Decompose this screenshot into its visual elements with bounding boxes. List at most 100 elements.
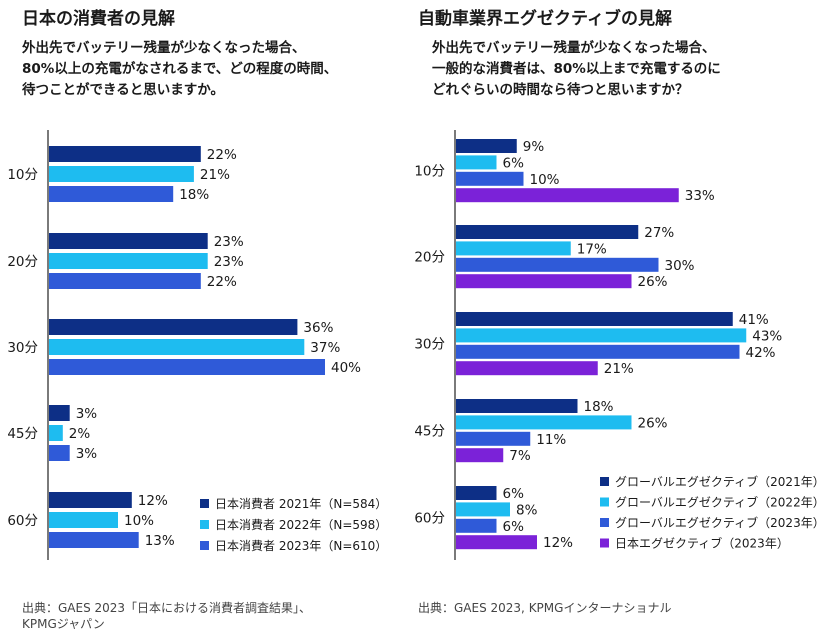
- chart2-bar: [456, 535, 537, 550]
- chart2-data-label: 7%: [509, 448, 531, 464]
- chart1-data-label: 23%: [214, 234, 244, 250]
- chart2-bar: [456, 188, 679, 203]
- chart2-bar: [456, 225, 639, 239]
- chart2-data-label: 26%: [638, 274, 668, 290]
- chart1-bar: [49, 532, 139, 548]
- chart2-category-label: 60分: [414, 511, 445, 527]
- chart2-bar: [456, 518, 497, 533]
- chart2-data-label: 43%: [752, 328, 782, 344]
- chart2-legend-swatch: [600, 497, 609, 507]
- chart2-bar: [456, 257, 659, 272]
- chart2-legend-label: グローバルエグゼクティブ（2023年）: [615, 515, 825, 530]
- chart2-data-label: 33%: [685, 188, 715, 204]
- chart1-data-label: 22%: [207, 274, 237, 290]
- chart2-data-label: 21%: [604, 361, 634, 377]
- chart1-data-label: 3%: [76, 446, 98, 462]
- chart2-legend-label: グローバルエグゼクティブ（2021年）: [615, 474, 825, 489]
- chart2-data-label: 26%: [638, 415, 668, 431]
- chart2-bar: [456, 448, 504, 463]
- chart2-category-label: 20分: [414, 250, 445, 266]
- chart2-legend-label: グローバルエグゼクティブ（2022年）: [615, 495, 825, 510]
- chart2-bar: [456, 431, 531, 446]
- chart2-data-label: 8%: [516, 502, 538, 518]
- chart1-bar: [49, 425, 63, 441]
- right-chart-question: 外出先でバッテリー残量が少なくなった場合、 一般的な消費者は、80%以上まで充電…: [432, 40, 721, 98]
- chart1-category-label: 60分: [7, 513, 38, 529]
- chart2-legend-swatch: [600, 477, 609, 486]
- chart1-bar: [49, 253, 208, 269]
- chart1-data-label: 13%: [145, 533, 175, 549]
- chart1-data-label: 3%: [76, 406, 98, 422]
- chart1-data-label: 18%: [179, 187, 209, 203]
- chart1-bar: [49, 146, 201, 162]
- chart1-data-label: 21%: [200, 167, 230, 183]
- chart2-data-label: 9%: [523, 139, 545, 155]
- chart2-data-label: 12%: [543, 535, 573, 551]
- chart1-data-label: 12%: [138, 493, 168, 509]
- chart1-bar: [49, 339, 305, 355]
- left-source-note: 出典：GAES 2023「日本における消費者調査結果」、 KPMGジャパン: [22, 601, 312, 631]
- chart2-data-label: 30%: [665, 258, 695, 274]
- chart1-legend-label: 日本消費者 2023年（N=610）: [215, 538, 387, 553]
- chart2-bar: [456, 344, 740, 359]
- chart1-bar: [49, 492, 132, 508]
- chart2-bar: [456, 171, 524, 186]
- chart1-bar: [49, 233, 208, 249]
- right-source-note: 出典：GAES 2023, KPMGインターナショナル: [418, 601, 672, 615]
- chart1-legend-swatch: [200, 499, 209, 508]
- chart2-legend-swatch: [600, 518, 609, 527]
- chart2-data-label: 10%: [530, 172, 560, 188]
- chart2-bar: [456, 502, 510, 517]
- chart1-data-label: 22%: [207, 147, 237, 163]
- chart1-legend-label: 日本消費者 2022年（N=598）: [215, 517, 387, 532]
- chart2-bar: [456, 415, 632, 430]
- chart1-bar: [49, 273, 201, 289]
- chart1-category-label: 20分: [7, 254, 38, 270]
- chart1-bar: [49, 186, 174, 202]
- chart2-category-label: 45分: [414, 424, 445, 440]
- chart1-bar: [49, 166, 194, 182]
- chart2-bar: [456, 274, 632, 289]
- chart1-category-label: 10分: [7, 167, 38, 183]
- chart2-bar: [456, 241, 571, 256]
- chart2-bar: [456, 399, 578, 413]
- chart2-bar: [456, 328, 747, 343]
- chart1-legend-label: 日本消費者 2021年（N=584）: [215, 496, 387, 511]
- left-chart-question: 外出先でバッテリー残量が少なくなった場合、 80%以上の充電がなされるまで、どの…: [22, 40, 338, 98]
- chart2-data-label: 27%: [644, 225, 674, 241]
- chart2-legend-label: 日本エグゼクティブ（2023年）: [615, 536, 789, 551]
- chart1-data-label: 37%: [310, 340, 340, 356]
- chart1-data-label: 40%: [331, 360, 361, 376]
- chart2-bar: [456, 155, 497, 170]
- chart1-bar: [49, 359, 325, 375]
- chart1-data-label: 23%: [214, 254, 244, 270]
- chart1-data-label: 10%: [124, 513, 154, 529]
- chart2-data-label: 41%: [739, 312, 769, 328]
- chart1-data-label: 2%: [69, 426, 91, 442]
- chart1-legend-swatch: [200, 520, 209, 529]
- chart2-bar: [456, 486, 497, 500]
- chart1-bar: [49, 319, 298, 335]
- chart1-category-label: 45分: [7, 426, 38, 442]
- chart2-bar: [456, 361, 598, 376]
- chart2-data-label: 18%: [584, 399, 614, 415]
- chart1-bar: [49, 512, 118, 528]
- left-chart-title: 日本の消費者の見解: [22, 9, 175, 29]
- chart2-category-label: 30分: [414, 337, 445, 353]
- chart2-legend-swatch: [600, 538, 609, 548]
- chart2-data-label: 6%: [503, 155, 525, 171]
- chart2-category-label: 10分: [414, 164, 445, 180]
- chart2-data-label: 42%: [746, 345, 776, 361]
- chart1-bar: [49, 405, 70, 421]
- right-chart-title: 自動車業界エグゼクティブの見解: [418, 9, 672, 29]
- chart1-category-label: 30分: [7, 340, 38, 356]
- chart1-bar: [49, 445, 70, 461]
- chart2-data-label: 6%: [503, 519, 525, 535]
- chart2-data-label: 6%: [503, 486, 525, 502]
- chart1-data-label: 36%: [303, 320, 333, 336]
- chart2-data-label: 11%: [536, 432, 566, 448]
- chart2-data-label: 17%: [577, 241, 607, 257]
- chart2-bar: [456, 312, 733, 326]
- chart1-legend-swatch: [200, 541, 209, 550]
